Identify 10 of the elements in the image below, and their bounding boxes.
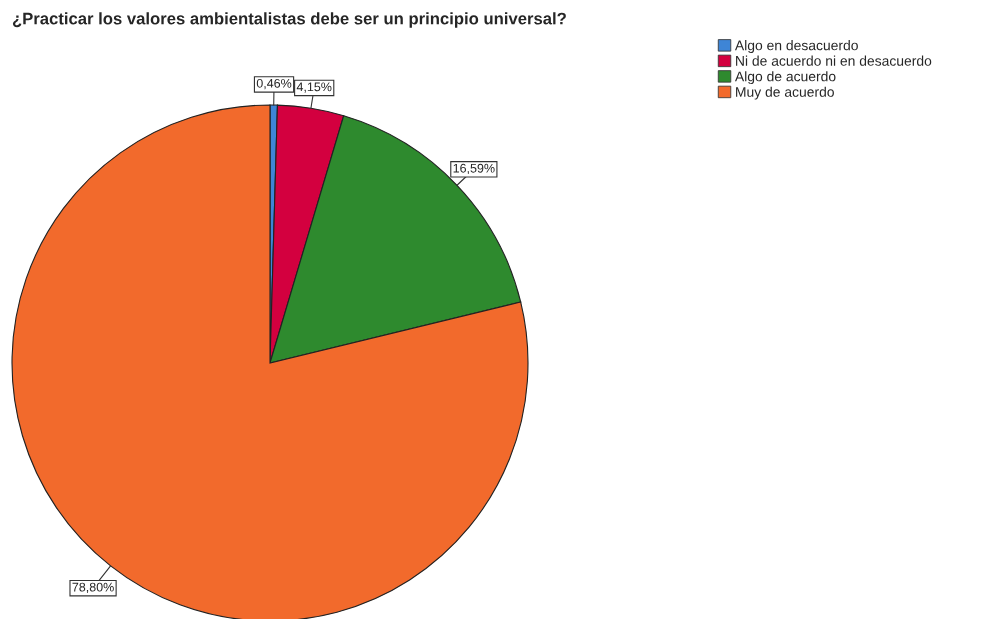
legend-label: Muy de acuerdo bbox=[736, 86, 834, 100]
legend-label: Algo en desacuerdo bbox=[734, 40, 858, 54]
data-label: 78,80% bbox=[72, 582, 114, 594]
data-label: 16,59% bbox=[453, 163, 495, 175]
chart-title: ¿Practicar los valores ambientalistas debe ser un principio universal? bbox=[12, 12, 566, 28]
legend-label: Ni de acuerdo ni en desacuerdo bbox=[736, 55, 932, 66]
legend-label: Algo de acuerdo bbox=[734, 71, 836, 85]
pie-slice bbox=[11, 104, 529, 619]
data-label: 4,15% bbox=[296, 82, 332, 93]
data-label: 0,46% bbox=[256, 78, 292, 90]
